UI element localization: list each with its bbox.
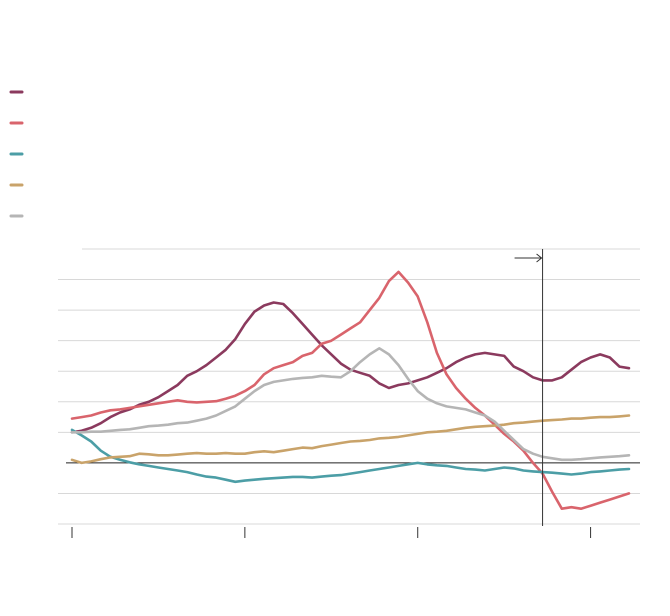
forecast-arrow-head xyxy=(536,253,543,263)
legend xyxy=(9,90,24,218)
grid-lines xyxy=(58,248,640,525)
series-line-5 xyxy=(70,346,631,462)
series-line-3 xyxy=(70,428,631,484)
series-lines xyxy=(70,270,631,511)
series-line-1 xyxy=(70,301,631,434)
series-line-4 xyxy=(70,414,631,465)
series-line-2 xyxy=(70,270,631,511)
forecast-marker xyxy=(514,249,544,526)
x-axis-ticks xyxy=(71,527,592,538)
